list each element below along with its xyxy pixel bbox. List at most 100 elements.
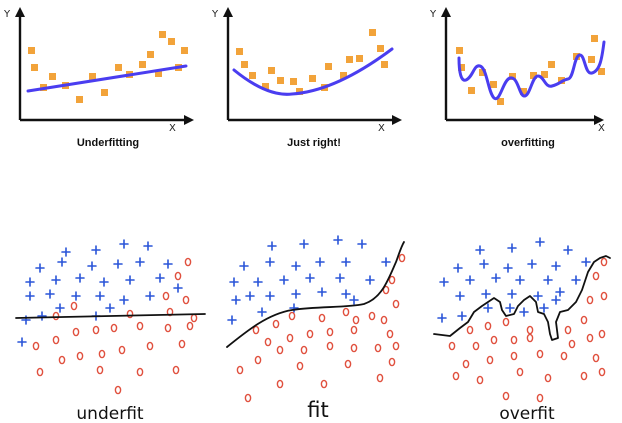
plus-icon <box>119 239 129 249</box>
plus-icon <box>551 295 561 305</box>
circle-icon <box>472 341 480 351</box>
y-axis-label: Y <box>429 9 437 20</box>
plus-icon <box>571 275 581 285</box>
plus-icon <box>503 263 513 273</box>
circle-icon <box>476 375 484 385</box>
plus-icon <box>519 307 529 317</box>
plus-icon <box>155 273 165 283</box>
circle-icon <box>544 373 552 383</box>
plus-icon <box>267 241 277 251</box>
circle-icon <box>276 379 284 389</box>
circle-icon <box>286 333 294 343</box>
circle-icon <box>392 299 400 309</box>
plus-icon <box>57 257 67 267</box>
circle-icon <box>392 341 400 351</box>
circle-icon <box>186 321 194 331</box>
plus-icon <box>227 315 237 325</box>
plus-icon <box>95 291 105 301</box>
circle-icon <box>126 309 134 319</box>
circle-icon <box>388 357 396 367</box>
circle-icon <box>600 291 608 301</box>
circle-icon <box>276 345 284 355</box>
circle-icon <box>326 341 334 351</box>
circle-icon <box>32 341 40 351</box>
x-axis-label: X <box>169 123 176 134</box>
circle-icon <box>398 253 406 263</box>
panel-caption: underfit <box>76 404 143 423</box>
circle-icon <box>462 359 470 369</box>
positive-points <box>227 235 391 325</box>
circle-icon <box>254 355 262 365</box>
plus-icon <box>289 303 299 313</box>
circle-icon <box>502 391 510 401</box>
circle-icon <box>92 325 100 335</box>
circle-icon <box>380 315 388 325</box>
circle-icon <box>172 365 180 375</box>
plus-icon <box>455 291 465 301</box>
plus-icon <box>25 291 35 301</box>
circle-icon <box>182 295 190 305</box>
plus-icon <box>333 235 343 245</box>
plus-icon <box>75 273 85 283</box>
circle-icon <box>136 321 144 331</box>
circle-icon <box>98 349 106 359</box>
bottom-panel-overfit: overfit <box>433 237 611 423</box>
plus-icon <box>135 257 145 267</box>
circle-icon <box>162 291 170 301</box>
panel-caption: Just right! <box>287 137 341 149</box>
circle-icon <box>580 315 588 325</box>
circle-icon <box>516 367 524 377</box>
plus-icon <box>231 295 241 305</box>
circle-icon <box>110 323 118 333</box>
circle-icon <box>76 351 84 361</box>
circle-icon <box>510 351 518 361</box>
y-axis-label: Y <box>211 9 219 20</box>
bottom-panel-fit: fit <box>226 235 406 422</box>
circle-icon <box>352 315 360 325</box>
circle-icon <box>586 295 594 305</box>
circle-icon <box>118 345 126 355</box>
negative-points <box>32 257 198 395</box>
plus-icon <box>341 257 351 267</box>
circle-icon <box>368 311 376 321</box>
top-panel-overfitting: Y X overfitting <box>429 7 606 149</box>
circle-icon <box>252 325 260 335</box>
circle-icon <box>72 327 80 337</box>
plus-icon <box>305 273 315 283</box>
circle-icon <box>386 329 394 339</box>
plus-icon <box>505 303 515 313</box>
data-points <box>456 35 605 105</box>
plus-icon <box>439 277 449 287</box>
plus-icon <box>291 261 301 271</box>
plus-icon <box>465 275 475 285</box>
panel-caption: Underfitting <box>77 137 139 149</box>
circle-icon <box>592 353 600 363</box>
plus-icon <box>381 257 391 267</box>
circle-icon <box>178 339 186 349</box>
plus-icon <box>119 295 129 305</box>
decision-boundary <box>226 241 405 348</box>
positive-points <box>17 239 183 347</box>
top-panel-underfitting: Y X Underfitting <box>3 7 194 149</box>
plus-icon <box>299 239 309 249</box>
plus-icon <box>265 257 275 267</box>
plus-icon <box>257 307 267 317</box>
circle-icon <box>350 343 358 353</box>
plus-icon <box>475 245 485 255</box>
circle-icon <box>382 285 390 295</box>
plus-icon <box>145 291 155 301</box>
circle-icon <box>318 313 326 323</box>
axes <box>15 7 194 125</box>
plus-icon <box>61 247 71 257</box>
plus-icon <box>555 287 565 297</box>
plus-icon <box>507 289 517 299</box>
circle-icon <box>52 335 60 345</box>
circle-icon <box>466 325 474 335</box>
circle-icon <box>300 345 308 355</box>
plus-icon <box>491 273 501 283</box>
circle-icon <box>114 385 122 395</box>
data-points <box>28 31 188 103</box>
circle-icon <box>526 333 534 343</box>
plus-icon <box>481 289 491 299</box>
